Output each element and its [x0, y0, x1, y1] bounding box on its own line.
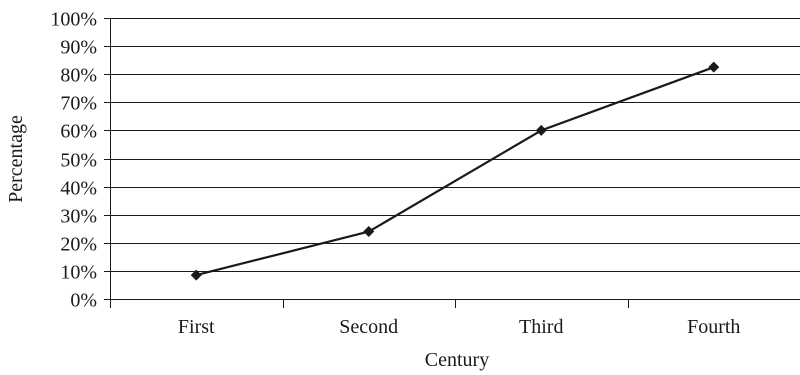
y-tick-labels: 0% 10% 20% 30% 40% 50% 60% 70% 80% 90% 100%	[50, 9, 97, 312]
y-tick-label: 10%	[60, 262, 97, 284]
y-tick-label: 40%	[60, 178, 97, 200]
x-tick-label: Third	[519, 316, 563, 338]
x-tick-label: Fourth	[687, 316, 740, 338]
y-axis-label: Percentage	[5, 115, 27, 203]
gridlines	[110, 18, 800, 272]
data-point-marker	[708, 61, 720, 73]
x-axis-label: Century	[425, 349, 489, 371]
y-tick-label: 60%	[60, 121, 97, 143]
x-tick-label: Second	[339, 316, 398, 338]
x-tick-label: First	[178, 316, 215, 338]
y-tick-label: 100%	[50, 9, 97, 31]
y-tick-label: 0%	[70, 290, 97, 312]
y-tick-label: 80%	[60, 65, 97, 87]
y-tick-label: 50%	[60, 150, 97, 172]
y-tick-label: 90%	[60, 37, 97, 59]
data-point-marker	[190, 269, 202, 281]
y-tick-label: 30%	[60, 206, 97, 228]
series-line	[196, 66, 715, 277]
y-tick-label: 20%	[60, 234, 97, 256]
series-group	[190, 61, 720, 281]
data-point-marker	[363, 226, 375, 238]
axes	[104, 18, 800, 308]
y-tick-label: 70%	[60, 93, 97, 115]
data-point-marker	[535, 124, 547, 136]
x-tick-labels: First Second Third Fourth	[178, 316, 741, 338]
